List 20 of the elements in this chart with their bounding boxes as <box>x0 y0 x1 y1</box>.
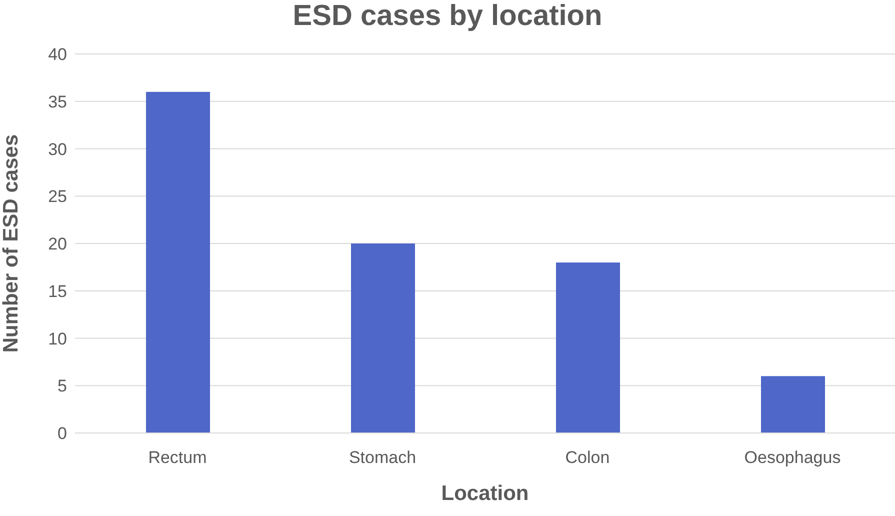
y-tick-label: 15 <box>48 282 67 301</box>
x-axis-title: Location <box>441 482 529 505</box>
y-tick-label: 35 <box>48 92 67 112</box>
y-tick-label: 30 <box>48 140 67 159</box>
x-tick-label: Stomach <box>348 448 416 468</box>
y-tick-label: 20 <box>48 234 67 254</box>
y-tick-label: 0 <box>58 424 67 444</box>
x-tick-label: Rectum <box>148 448 207 468</box>
y-tick-label: 10 <box>48 329 67 348</box>
bar <box>146 92 210 433</box>
bar <box>556 262 620 433</box>
chart-title: ESD cases by location <box>292 0 604 33</box>
x-tick-label: Oesophagus <box>744 448 841 468</box>
y-tick-label: 5 <box>58 376 67 396</box>
x-tick-label: Colon <box>565 448 610 468</box>
y-axis-title: Number of ESD cases <box>0 134 22 353</box>
y-tick-label: 40 <box>48 45 67 64</box>
y-tick-label: 25 <box>48 187 67 206</box>
bar <box>761 376 825 433</box>
bar <box>351 244 415 433</box>
